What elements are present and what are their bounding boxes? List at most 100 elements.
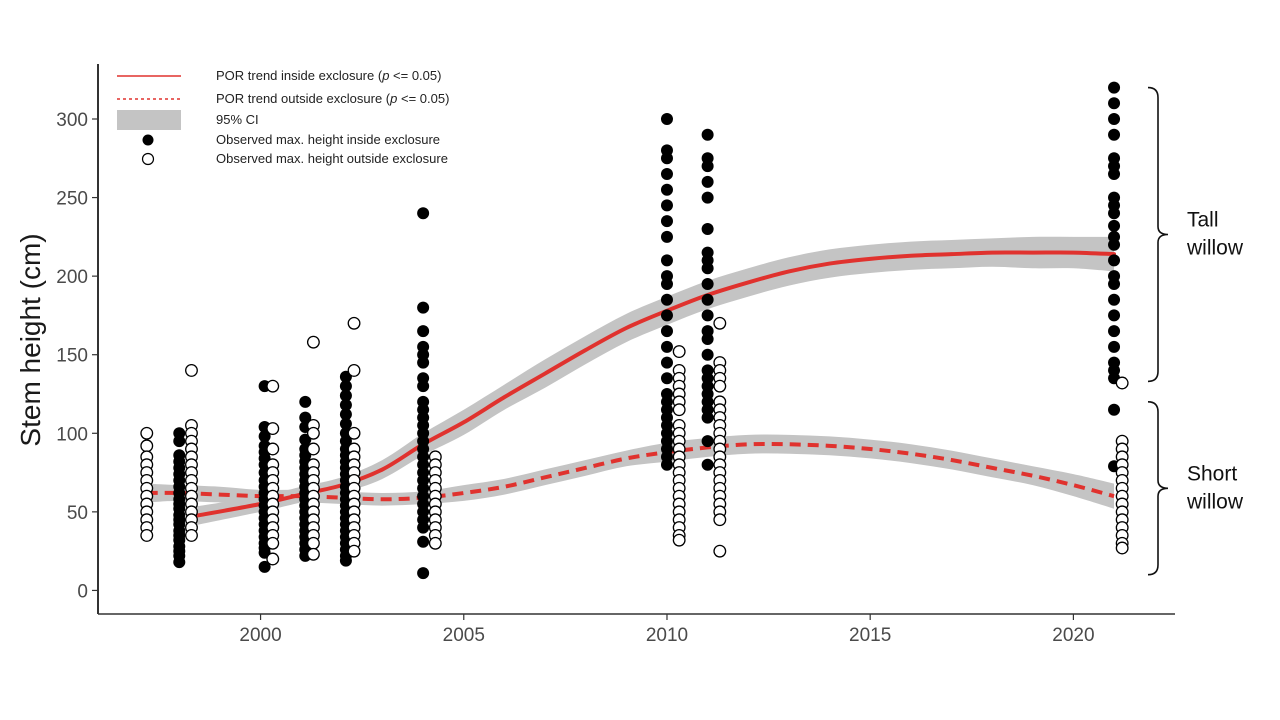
point-inside (660, 356, 673, 369)
point-inside (701, 128, 714, 141)
point-outside (347, 316, 361, 330)
point-inside (1108, 340, 1121, 353)
point-inside (701, 411, 714, 424)
point-inside (339, 408, 352, 421)
outside-ci-band (146, 434, 1115, 509)
legend-item-inside-points: Observed max. height inside exclosure (216, 132, 440, 147)
point-outside (347, 426, 361, 440)
point-inside (417, 521, 430, 534)
point-inside (1108, 278, 1121, 290)
x-tick-label: 2020 (1052, 625, 1094, 646)
point-outside (140, 528, 154, 542)
legend-filled-point-symbol (142, 134, 154, 146)
point-inside (660, 199, 673, 212)
y-tick-label: 300 (56, 110, 88, 131)
point-inside (258, 430, 271, 443)
point-inside (1108, 403, 1121, 416)
point-inside (660, 458, 673, 471)
point-inside (299, 395, 312, 408)
point-inside (417, 356, 430, 369)
axis-ticks: 0 50 100 150 200 250 300 2000 2005 2010 2015 2020 (56, 110, 1094, 646)
point-outside (672, 345, 686, 359)
point-outside (306, 547, 320, 561)
point-inside (660, 168, 673, 180)
point-outside (1115, 376, 1129, 390)
point-inside (701, 223, 714, 235)
point-inside (660, 325, 673, 338)
point-outside (140, 426, 154, 440)
bracket-label: Tall (1187, 209, 1219, 232)
point-inside (1108, 238, 1121, 251)
brackets: Tall willow Short willow (1147, 86, 1244, 576)
point-outside (713, 379, 727, 393)
bracket-tall (1147, 86, 1169, 383)
point-inside (701, 175, 714, 188)
y-tick-label: 0 (77, 581, 88, 602)
point-inside (1108, 168, 1121, 180)
point-inside (701, 309, 714, 322)
point-outside (713, 316, 727, 330)
point-inside (660, 372, 673, 385)
bracket-label: willow (1186, 490, 1244, 513)
y-axis-label: Stem height (cm) (15, 233, 46, 446)
point-inside (660, 183, 673, 196)
y-tick-label: 150 (56, 346, 88, 367)
point-inside (660, 309, 673, 322)
point-inside (701, 348, 714, 361)
point-inside (660, 278, 673, 290)
legend-item-trend-inside: POR trend inside exclosure (p <= 0.05) (216, 68, 441, 83)
point-inside (1108, 325, 1121, 338)
point-inside (701, 458, 714, 471)
legend-item-ci: 95% CI (216, 112, 259, 127)
point-outside (266, 442, 280, 456)
point-outside (185, 363, 198, 377)
point-inside (1108, 113, 1121, 125)
point-inside (299, 411, 312, 424)
point-outside (306, 536, 320, 550)
point-inside (258, 560, 271, 573)
point-outside (306, 426, 320, 440)
point-outside (672, 403, 686, 417)
legend-item-trend-outside: POR trend outside exclosure (p <= 0.05) (216, 91, 449, 106)
point-outside (306, 442, 320, 456)
point-inside (701, 333, 714, 345)
point-inside (417, 380, 430, 393)
point-inside (339, 399, 352, 411)
point-inside (417, 325, 430, 338)
point-inside (339, 389, 352, 402)
point-inside (701, 160, 714, 173)
point-inside (660, 113, 673, 125)
inside-trend-line (189, 250, 1117, 519)
legend-open-point-symbol (141, 152, 155, 166)
point-outside (713, 513, 727, 527)
y-tick-label: 100 (56, 424, 88, 445)
point-outside (672, 533, 686, 547)
ci-bands (146, 236, 1115, 526)
point-outside (306, 335, 320, 349)
point-inside (701, 278, 714, 290)
point-inside (660, 254, 673, 267)
point-outside (140, 439, 154, 453)
point-inside (417, 301, 430, 314)
point-inside (660, 152, 673, 165)
point-outside (266, 422, 280, 436)
point-outside (266, 536, 280, 550)
point-inside (173, 556, 186, 569)
point-outside (185, 528, 198, 542)
point-inside (1108, 207, 1121, 220)
point-outside (347, 544, 361, 558)
point-inside (1108, 97, 1121, 110)
point-inside (339, 554, 352, 567)
bracket-label: willow (1186, 237, 1244, 260)
point-inside (417, 207, 430, 220)
point-inside (701, 293, 714, 306)
point-inside (1108, 309, 1121, 322)
legend-ci-symbol (117, 110, 181, 130)
point-inside (1108, 293, 1121, 306)
legend-item-outside-points: Observed max. height outside exclosure (216, 151, 448, 166)
point-inside (1108, 254, 1121, 267)
x-tick-label: 2005 (443, 625, 485, 646)
trend-lines (146, 250, 1117, 519)
point-outside (266, 552, 280, 566)
